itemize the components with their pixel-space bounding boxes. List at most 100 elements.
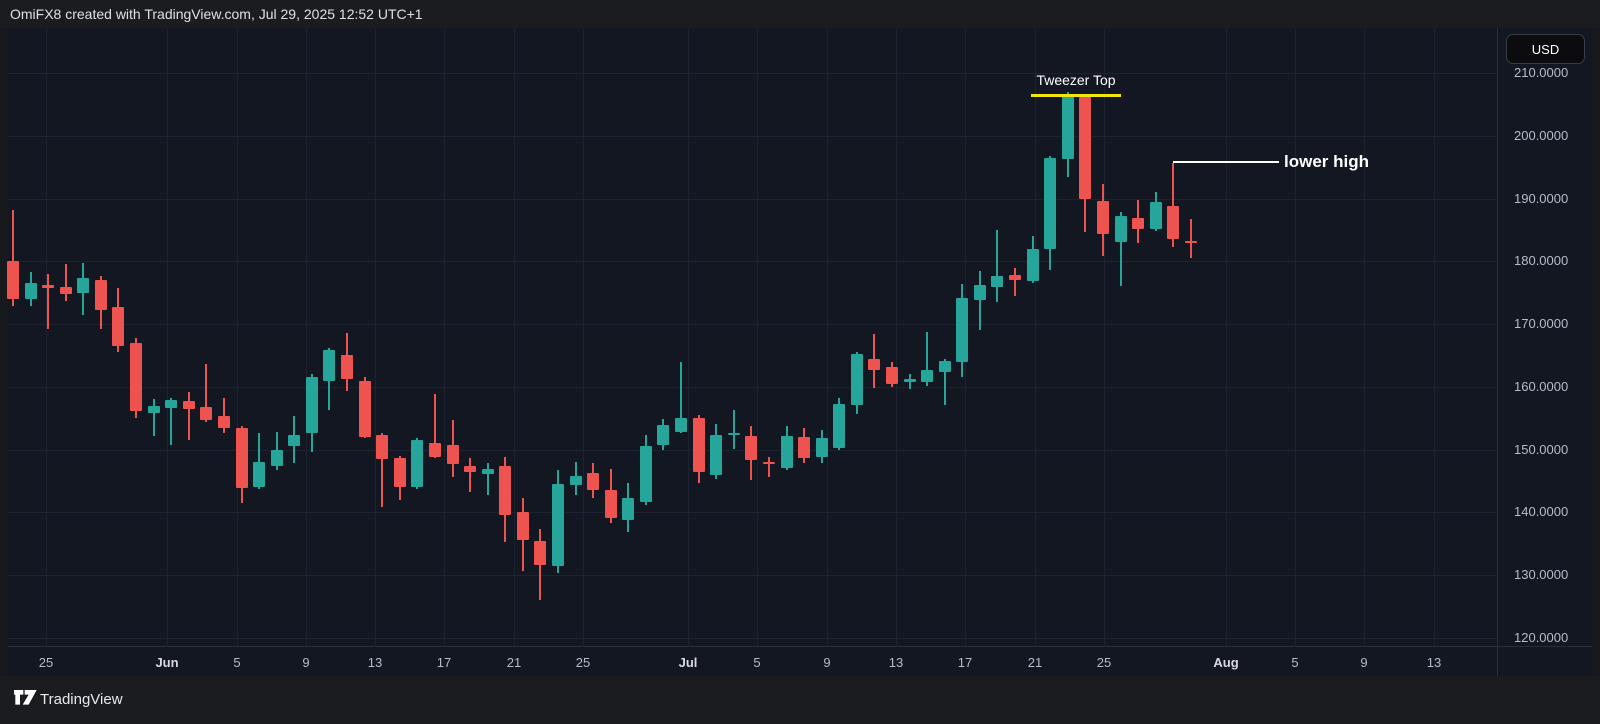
candle-bearish: [762, 462, 775, 465]
candle-bullish: [569, 476, 582, 485]
candle-wick: [187, 391, 190, 441]
candle-bearish: [604, 489, 617, 519]
candle-bullish: [323, 350, 336, 381]
grid-line-vertical: [757, 28, 758, 646]
time-tick-label: Jul: [678, 655, 698, 670]
candle-bullish: [481, 469, 494, 475]
time-tick-label: 9: [302, 655, 310, 670]
candle-bullish: [991, 275, 1004, 288]
price-tick-label: 160.0000: [1514, 378, 1569, 394]
time-tick-label: 21: [1027, 655, 1043, 670]
candle-bullish: [921, 369, 934, 382]
candle-bullish: [657, 425, 670, 445]
price-tick-label: 210.0000: [1514, 65, 1569, 80]
grid-line-horizontal: [8, 575, 1497, 577]
time-tick-label: 17: [957, 655, 973, 670]
tradingview-logo-icon[interactable]: [14, 690, 38, 710]
footer-bar: TradingView: [0, 676, 1600, 724]
candle-wick: [767, 456, 770, 477]
candle-wick: [1189, 218, 1192, 259]
candle-bullish: [165, 400, 178, 409]
time-tick-label: 13: [367, 655, 383, 670]
chart-card: 210.0000 200.0000 190.0000 180.0000 170.0000…: [7, 28, 1592, 676]
grid-line-vertical: [896, 28, 897, 646]
candle-bullish: [1044, 158, 1057, 250]
price-tick-label: 130.0000: [1514, 567, 1569, 583]
price-tick-label: 120.0000: [1514, 630, 1569, 645]
title-bar: OmiFX8 created with TradingView.com, Jul…: [0, 0, 1600, 28]
candle-bearish: [358, 381, 371, 438]
time-tick-label: 25: [1096, 655, 1112, 670]
time-tick-label: 9: [1360, 655, 1368, 670]
candle-bearish: [59, 287, 72, 294]
candle-wick: [64, 264, 67, 301]
candle-wick: [1172, 162, 1175, 247]
candle-bearish: [376, 435, 389, 460]
grid-line-vertical: [444, 28, 445, 646]
candle-wick: [152, 398, 155, 437]
candle-bearish: [745, 435, 758, 461]
candle-bullish: [1026, 249, 1039, 282]
candle-bearish: [1132, 218, 1145, 230]
candle-bullish: [850, 353, 863, 406]
candle-wick: [433, 393, 436, 459]
grid-line-horizontal: [8, 261, 1497, 263]
tradingview-brand-text[interactable]: TradingView: [40, 691, 123, 708]
grid-line-vertical: [1295, 28, 1296, 646]
candle-bearish: [42, 284, 55, 288]
candle-bullish: [780, 436, 793, 469]
candle-bullish: [253, 462, 266, 488]
grid-line-vertical: [237, 28, 238, 646]
candle-wick: [680, 361, 683, 434]
grid-line-vertical: [375, 28, 376, 646]
price-tick-label: 190.0000: [1514, 190, 1569, 206]
candle-bullish: [815, 438, 828, 457]
time-tick-label: 17: [436, 655, 452, 670]
grid-line-vertical: [514, 28, 515, 646]
candle-bullish: [551, 484, 564, 567]
candle-bearish: [341, 354, 354, 380]
candle-bearish: [393, 458, 406, 487]
tweezer-top-label: Tweezer Top: [1036, 72, 1116, 88]
candle-bearish: [7, 261, 19, 299]
candle-bearish: [464, 465, 477, 472]
time-tick-label: Aug: [1213, 655, 1239, 670]
candle-bullish: [270, 450, 283, 466]
candle-bearish: [428, 442, 441, 458]
price-tick-label: 180.0000: [1514, 253, 1569, 269]
grid-line-horizontal: [8, 198, 1497, 200]
candle-bearish: [516, 511, 529, 541]
grid-line-vertical: [688, 28, 689, 646]
candle-bearish: [798, 437, 811, 459]
grid-line-horizontal: [8, 386, 1497, 388]
candle-bearish: [886, 366, 898, 385]
time-tick-label: 25: [38, 655, 54, 670]
grid-line-vertical: [827, 28, 828, 646]
grid-line-horizontal: [8, 512, 1497, 514]
time-tick-label: 5: [753, 655, 761, 670]
grid-line-vertical: [1104, 28, 1105, 646]
grid-line-horizontal: [8, 638, 1497, 639]
candle-bearish: [587, 472, 600, 490]
candle-bearish: [446, 445, 459, 465]
candle-bearish: [130, 342, 143, 411]
candle-bearish: [94, 280, 107, 310]
candle-bullish: [77, 278, 90, 293]
candle-wick: [12, 209, 14, 306]
time-tick-label: 21: [506, 655, 522, 670]
candle-bullish: [1114, 216, 1127, 242]
candle-wick: [1119, 211, 1122, 287]
candle-bearish: [235, 428, 248, 488]
candle-bearish: [217, 415, 230, 429]
candle-wick: [222, 398, 225, 434]
candle-wick: [732, 410, 735, 450]
candle-bullish: [956, 298, 969, 363]
candle-bullish: [973, 285, 986, 301]
candle-bullish: [288, 435, 301, 446]
currency-badge[interactable]: USD: [1506, 34, 1585, 64]
candle-wick: [381, 433, 384, 507]
candle-bullish: [727, 432, 740, 435]
candle-wick: [258, 433, 261, 489]
time-tick-label: 25: [575, 655, 591, 670]
